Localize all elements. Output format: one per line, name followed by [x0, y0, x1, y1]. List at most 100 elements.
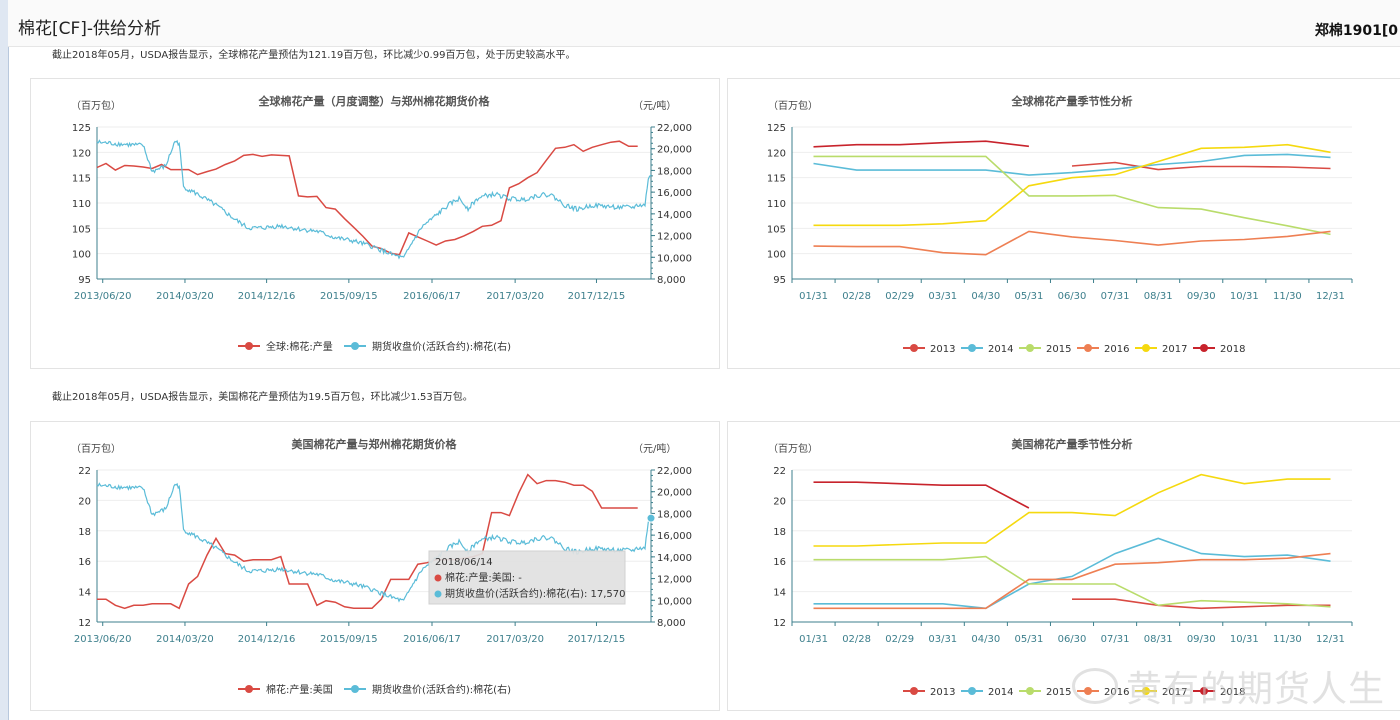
y-tick-label: 120 [767, 148, 786, 159]
y-tick-label: 12 [773, 618, 786, 629]
series-line-2013 [1071, 161, 1331, 171]
legend-marker [1142, 687, 1150, 695]
series-line-2018 [813, 140, 1029, 148]
y-left-tick-label: 115 [72, 174, 91, 185]
x-tick-label: 04/30 [971, 291, 1000, 302]
y-right-tick-label: 22,000 [657, 466, 692, 477]
hover-point [646, 513, 656, 523]
x-tick-label: 05/31 [1015, 634, 1044, 645]
x-tick-label: 2017/12/15 [568, 634, 626, 645]
global-production-chart: 全球棉花产量（月度调整）与郑州棉花期货价格 （百万包） （元/吨） 95 100 105 1… [71, 94, 692, 353]
legend-label: 2017 [1162, 344, 1187, 355]
y-right-tick-label: 18,000 [657, 509, 692, 520]
chart-title: 全球棉花产量季节性分析 [1011, 94, 1133, 108]
legend-label: 棉花:产量:美国 [266, 683, 333, 696]
legend-marker [351, 342, 359, 350]
x-tick-label: 2014/03/20 [156, 634, 214, 645]
y-right-tick-label: 14,000 [657, 553, 692, 564]
legend-marker [245, 342, 253, 350]
x-tick-label: 01/31 [799, 634, 828, 645]
legend-marker [245, 685, 253, 693]
tooltip-box [428, 550, 626, 605]
x-tick-label: 01/31 [799, 291, 828, 302]
x-tick-label: 2015/09/15 [320, 634, 378, 645]
y-left-tick-label: 105 [72, 224, 91, 235]
right-unit-label: （元/吨） [633, 442, 676, 455]
y-right-tick-label: 16,000 [657, 188, 692, 199]
series-line-production [96, 140, 638, 256]
series-line-2017 [813, 143, 1331, 227]
legend-label: 2013 [930, 344, 955, 355]
legend-label: 2015 [1046, 344, 1071, 355]
y-left-tick-label: 20 [78, 496, 91, 507]
y-right-tick-label: 22,000 [657, 123, 692, 134]
watermark: 黄有的期货人生 [1072, 660, 1385, 712]
y-right-tick-label: 12,000 [657, 575, 692, 586]
series-line-2013 [1072, 598, 1331, 610]
legend-label: 2018 [1220, 344, 1245, 355]
y-right-tick-label: 18,000 [657, 166, 692, 177]
contract-label[interactable]: 郑棉1901[0 [1314, 23, 1398, 39]
x-tick-label: 06/30 [1058, 634, 1087, 645]
global-note: 截止2018年05月，USDA报告显示，全球棉花产量预估为121.19百万包，环… [52, 50, 576, 61]
series-line-2016 [813, 230, 1331, 256]
legend-label: 2016 [1104, 344, 1129, 355]
y-tick-label: 18 [773, 527, 786, 538]
x-tick-label: 09/30 [1187, 291, 1216, 302]
series-line-2014 [813, 153, 1331, 176]
x-tick-label: 02/28 [842, 634, 871, 645]
legend-marker [1200, 687, 1208, 695]
us-production-chart: 美国棉花产量与郑州棉花期货价格 （百万包） （元/吨） 12 14 16 18 20 22 8,0… [71, 437, 692, 696]
y-tick-label: 110 [767, 199, 786, 210]
panel-global-production: 全球棉花产量（月度调整）与郑州棉花期货价格 （百万包） （元/吨） 95 100 105 1… [30, 78, 720, 369]
series-line-2017 [813, 473, 1331, 547]
x-tick-label: 2017/12/15 [568, 291, 626, 302]
y-right-tick-label: 14,000 [657, 210, 692, 221]
legend-label: 2014 [988, 687, 1013, 698]
x-tick-label: 08/31 [1144, 634, 1173, 645]
y-right-tick-label: 16,000 [657, 531, 692, 542]
y-left-tick-label: 125 [72, 123, 91, 134]
x-tick-label: 03/31 [928, 291, 957, 302]
series-line-futures-price [96, 139, 652, 260]
us-seasonal-chart: 美国棉花产量季节性分析 （百万包） 12 14 16 18 20 22 01/31 02/28 02… [768, 437, 1353, 698]
y-tick-label: 100 [767, 250, 786, 261]
left-unit-label: （百万包） [71, 442, 121, 455]
window-left-strip [0, 0, 9, 720]
left-unit-label: （百万包） [71, 99, 121, 112]
y-left-tick-label: 14 [78, 588, 91, 599]
watermark-text: 黄有的期货人生 [1126, 669, 1386, 710]
y-left-tick-label: 12 [78, 618, 91, 629]
x-tick-label: 12/31 [1316, 634, 1345, 645]
x-tick-label: 09/30 [1187, 634, 1216, 645]
legend-label: 期货收盘价(活跃合约):棉花(右) [372, 683, 511, 696]
us-note: 截止2018年05月，USDA报告显示，美国棉花产量预估为19.5百万包，环比减… [52, 392, 473, 403]
x-tick-label: 2013/06/20 [74, 634, 132, 645]
y-tick-label: 115 [767, 174, 786, 185]
tooltip-date: 2018/06/14 [435, 557, 493, 568]
series-line-production [97, 473, 638, 610]
series-line-2015 [813, 555, 1331, 608]
tooltip-marker [434, 590, 442, 598]
panel-us-seasonal: 美国棉花产量季节性分析 （百万包） 12 14 16 18 20 22 01/31 02/28 02… [727, 421, 1400, 711]
legend-marker [1026, 344, 1034, 352]
x-tick-label: 2015/09/15 [320, 291, 378, 302]
y-tick-label: 105 [767, 224, 786, 235]
legend-label: 2017 [1162, 687, 1187, 698]
y-right-tick-label: 8,000 [657, 275, 686, 286]
series-line-2018 [813, 481, 1030, 509]
y-right-tick-label: 12,000 [657, 232, 692, 243]
x-tick-label: 07/31 [1101, 291, 1130, 302]
x-tick-label: 03/31 [928, 634, 957, 645]
y-right-tick-label: 10,000 [657, 596, 692, 607]
x-tick-label: 02/28 [842, 291, 871, 302]
tooltip-line1: 棉花:产量:美国: - [445, 571, 522, 584]
y-tick-label: 95 [773, 275, 786, 286]
left-unit-label: （百万包） [768, 99, 818, 112]
tooltip-marker [434, 574, 442, 582]
y-tick-label: 22 [773, 466, 786, 477]
y-tick-label: 16 [773, 557, 786, 568]
x-tick-label: 2016/06/17 [403, 634, 461, 645]
x-tick-label: 2014/03/20 [156, 291, 214, 302]
x-tick-label: 10/31 [1230, 634, 1259, 645]
